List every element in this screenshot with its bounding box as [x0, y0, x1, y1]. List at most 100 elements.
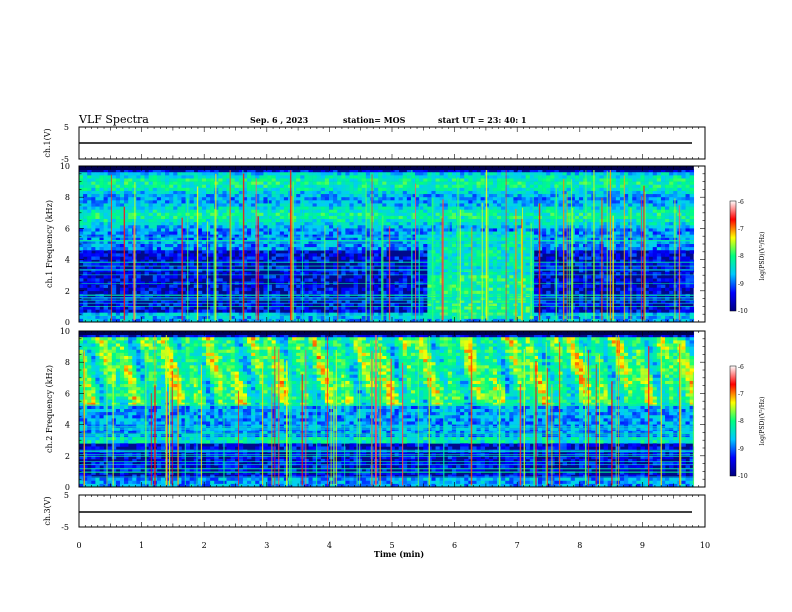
- spectrogram-cell: [406, 244, 412, 248]
- spectrogram-cell: [472, 212, 477, 217]
- spectrogram-cell: [525, 225, 531, 229]
- spectrogram-cell: [247, 187, 252, 192]
- spectrogram-cell: [497, 234, 502, 239]
- spectrogram-cell: [472, 272, 477, 276]
- spectrogram-cell: [390, 312, 395, 317]
- spectrogram-cell: [296, 247, 301, 251]
- spectrogram-cell: [230, 228, 236, 232]
- spectrogram-cell: [115, 187, 121, 192]
- spectrogram-cell: [119, 209, 125, 214]
- spectrogram-cell: [119, 190, 125, 195]
- spectrogram-cell: [509, 300, 514, 304]
- spectrogram-cell: [460, 247, 465, 251]
- spectrogram-cell: [361, 206, 367, 210]
- spectrogram-cell: [296, 315, 301, 320]
- spectrogram-cell: [447, 287, 453, 292]
- spectrogram-cell: [369, 318, 375, 323]
- spectrogram-cell: [525, 200, 531, 204]
- spectrogram-cell: [189, 197, 195, 201]
- spectrogram-cell: [99, 200, 104, 204]
- spectrogram-cell: [124, 184, 129, 189]
- spectrogram-cell: [87, 287, 92, 292]
- spectrogram-cell: [144, 234, 149, 239]
- spectrogram-cell: [509, 265, 514, 270]
- spectrogram-cell: [234, 190, 240, 195]
- spectrogram-cell: [349, 209, 354, 214]
- spectrogram-cell: [345, 278, 350, 282]
- spectrogram-cell: [480, 187, 486, 192]
- spectrogram-cell: [451, 197, 457, 201]
- spectrogram-cell: [279, 203, 285, 207]
- spectrogram-cell: [279, 237, 285, 242]
- spectrogram-cell: [242, 172, 248, 176]
- spectrogram-cell: [103, 265, 108, 270]
- spectrogram-cell: [337, 190, 342, 195]
- spectrogram-cell: [201, 178, 207, 182]
- spectrogram-cell: [324, 219, 330, 223]
- spectrogram-cell: [328, 175, 334, 179]
- spectrogram-cell: [292, 197, 297, 201]
- spectrogram-cell: [361, 312, 367, 317]
- spectrogram-cell: [308, 290, 313, 295]
- spectrogram-cell: [517, 284, 522, 288]
- spectrogram-cell: [259, 306, 264, 310]
- spectrogram-cell: [517, 219, 522, 223]
- spectrogram-cell: [107, 197, 113, 201]
- spectrogram-cell: [103, 209, 108, 214]
- spectrogram-cell: [488, 175, 494, 179]
- spectrogram-cell: [521, 234, 527, 239]
- spectrogram-cell: [160, 228, 166, 232]
- spectrogram-cell: [87, 259, 92, 264]
- spectrogram-cell: [193, 172, 199, 176]
- spectrogram-cell: [333, 178, 338, 182]
- spectrogram-cell: [505, 318, 510, 323]
- spectrogram-cell: [390, 240, 395, 245]
- spectrogram-cell: [333, 175, 338, 179]
- spectrogram-cell: [435, 318, 440, 323]
- spectrogram-cell: [222, 222, 227, 226]
- spectrogram-cell: [476, 287, 481, 292]
- spectrogram-cell: [398, 284, 404, 288]
- spectrogram-cell: [226, 200, 231, 204]
- spectrogram-cell: [517, 262, 522, 267]
- spectrogram-cell: [394, 178, 399, 182]
- spectrogram-cell: [386, 284, 391, 288]
- spectrogram-cell: [263, 275, 268, 279]
- spectrogram-cell: [464, 318, 469, 323]
- spectrogram-cell: [435, 187, 440, 192]
- spectrogram-cell: [177, 184, 182, 189]
- spectrogram-cell: [115, 256, 121, 260]
- ch1-waveform-ytick-bottom: -5: [61, 155, 69, 164]
- spectrogram-cell: [488, 306, 494, 310]
- spectrogram-cell: [415, 309, 420, 313]
- figure-title: VLF Spectra: [78, 113, 149, 126]
- spectrogram-cell: [144, 184, 149, 189]
- spectrogram-cell: [206, 181, 211, 186]
- spectrogram-cell: [410, 244, 416, 248]
- spectrogram-cell: [365, 194, 371, 198]
- spectrogram-cell: [218, 190, 223, 195]
- spectrogram-cell: [390, 178, 395, 182]
- spectrogram-cell: [497, 290, 502, 295]
- spectrogram-cell: [83, 203, 88, 207]
- spectrogram-cell: [222, 250, 227, 254]
- spectrogram-cell: [140, 237, 145, 242]
- spectrogram-cell: [140, 228, 145, 232]
- spectrogram-cell: [517, 259, 522, 264]
- spectrogram-cell: [300, 175, 305, 179]
- spectrogram-cell: [431, 206, 436, 210]
- spectrogram-cell: [156, 203, 162, 207]
- spectrogram-cell: [378, 318, 383, 323]
- spectrogram-cell: [304, 212, 309, 217]
- spectrogram-cell: [431, 290, 436, 295]
- spectrogram-cell: [345, 209, 350, 214]
- spectrogram-cell: [333, 169, 338, 173]
- spectrogram-cell: [271, 219, 277, 223]
- spectrogram-cell: [341, 178, 346, 182]
- spectrogram-cell: [353, 215, 358, 220]
- spectrogram-cell: [427, 172, 432, 176]
- spectrogram-cell: [132, 175, 137, 179]
- spectrogram-cell: [99, 209, 104, 214]
- spectrogram-cell: [390, 169, 395, 173]
- spectrogram-cell: [79, 228, 84, 232]
